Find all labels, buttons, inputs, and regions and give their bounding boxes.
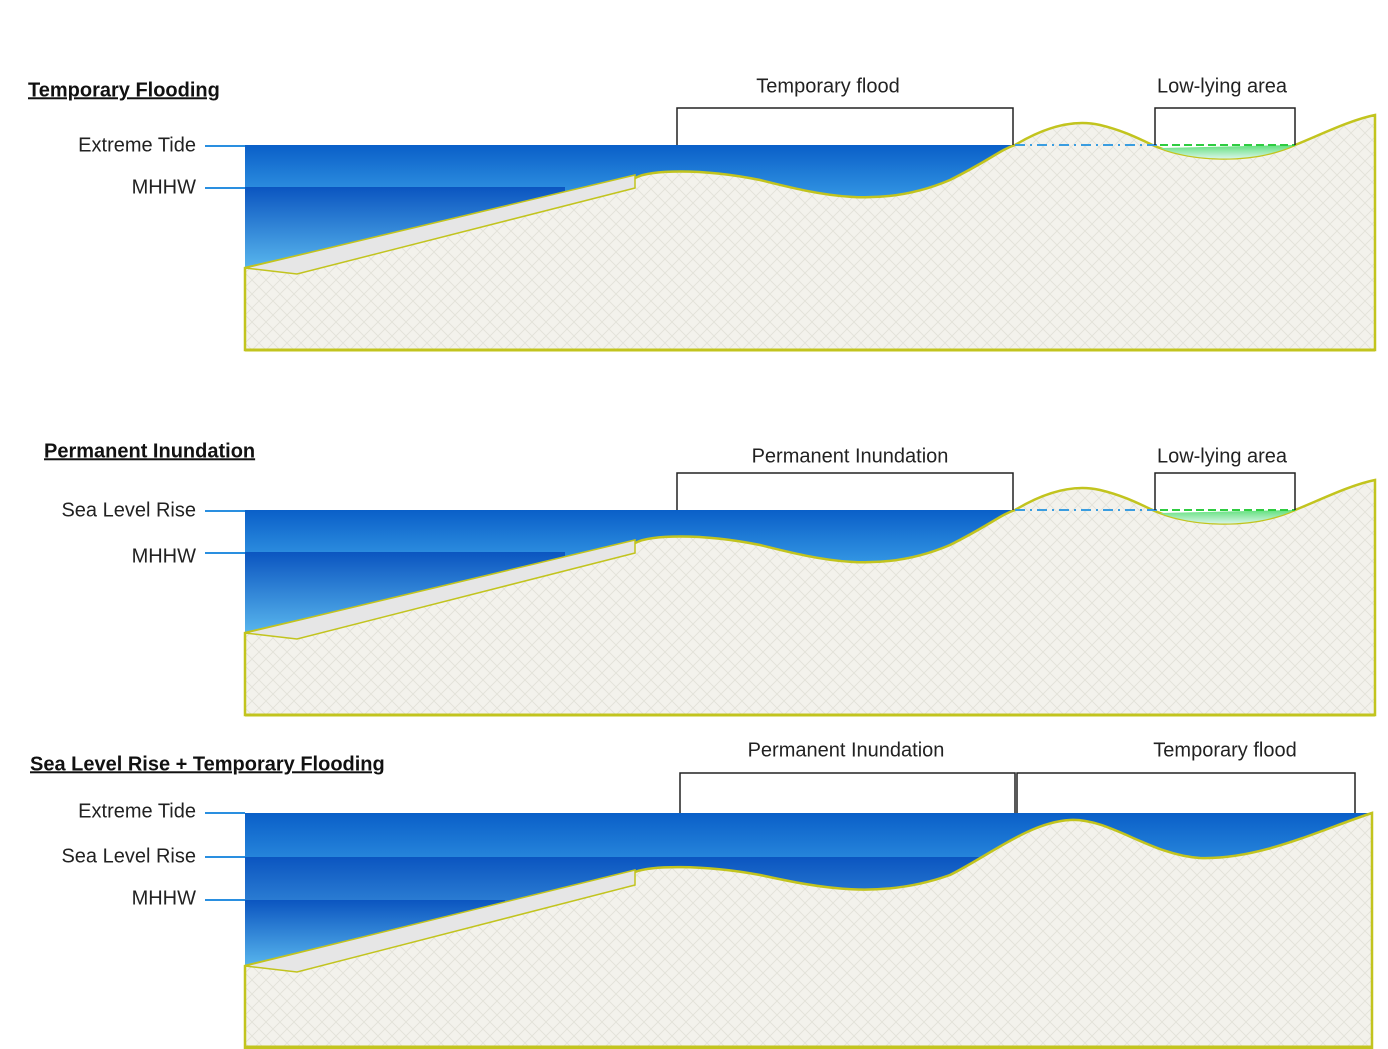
- bracket-label: Low-lying area: [1157, 445, 1288, 467]
- level-label: Extreme Tide: [78, 134, 196, 156]
- panel-graphic: [203, 471, 1377, 717]
- panel-graphic: [205, 772, 1374, 1049]
- panel-graphic: [203, 106, 1377, 352]
- level-label: MHHW: [132, 176, 197, 198]
- panel-title: Permanent Inundation: [44, 440, 255, 462]
- bracket-label: Permanent Inundation: [752, 445, 949, 467]
- level-label: Sea Level Rise: [61, 845, 196, 867]
- panel-title: Sea Level Rise + Temporary Flooding: [30, 753, 385, 775]
- level-label: Sea Level Rise: [61, 499, 196, 521]
- level-label: Extreme Tide: [78, 800, 196, 822]
- bracket-label: Temporary flood: [756, 75, 899, 97]
- bracket-label: Low-lying area: [1157, 75, 1288, 97]
- bracket-label: Temporary flood: [1153, 739, 1296, 761]
- level-label: MHHW: [132, 887, 197, 909]
- panel-title: Temporary Flooding: [28, 79, 220, 101]
- level-label: MHHW: [132, 545, 197, 567]
- bracket-label: Permanent Inundation: [748, 739, 945, 761]
